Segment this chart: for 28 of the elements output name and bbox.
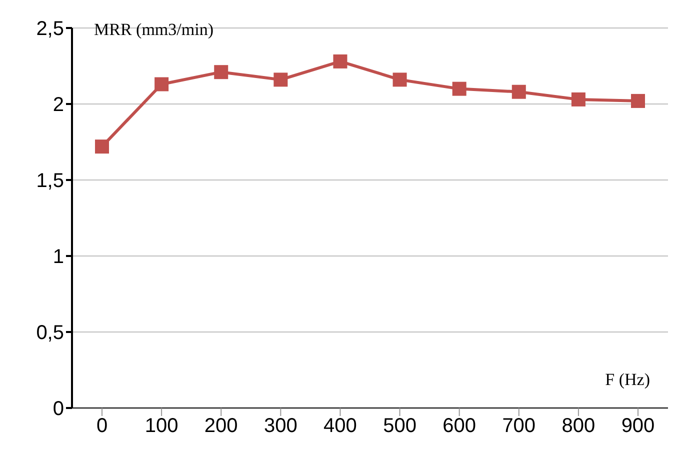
x-tick-label: 600 <box>442 415 476 438</box>
point <box>452 82 466 96</box>
point <box>154 77 169 92</box>
point <box>571 92 586 106</box>
x-tick-label: 700 <box>502 415 536 438</box>
point <box>392 72 407 87</box>
y-axis-title: MRR (mm3/min) <box>94 20 214 40</box>
x-axis-title: F (Hz) <box>605 370 650 390</box>
point <box>512 84 526 99</box>
y-tick-label: 0,5 <box>36 322 64 344</box>
x-tick-label: 100 <box>144 415 178 438</box>
x-tick-label: 500 <box>383 415 416 438</box>
x-tick-label: 900 <box>621 415 655 438</box>
point <box>274 72 288 87</box>
y-tick-label: 0 <box>52 398 64 420</box>
point <box>95 140 109 154</box>
y-tick-label: 1 <box>52 246 64 268</box>
x-tick-label: 400 <box>324 415 357 438</box>
x-tick-label: 800 <box>562 415 596 438</box>
point <box>631 94 645 108</box>
y-tick-label: 2 <box>52 94 64 116</box>
point <box>214 65 228 80</box>
point <box>333 54 348 68</box>
x-tick-label: 300 <box>264 415 298 438</box>
y-tick-label: 2,5 <box>36 18 64 40</box>
x-tick-label: 200 <box>204 415 238 438</box>
x-tick-label: 0 <box>96 415 108 438</box>
y-tick-label: 1,5 <box>36 170 64 192</box>
